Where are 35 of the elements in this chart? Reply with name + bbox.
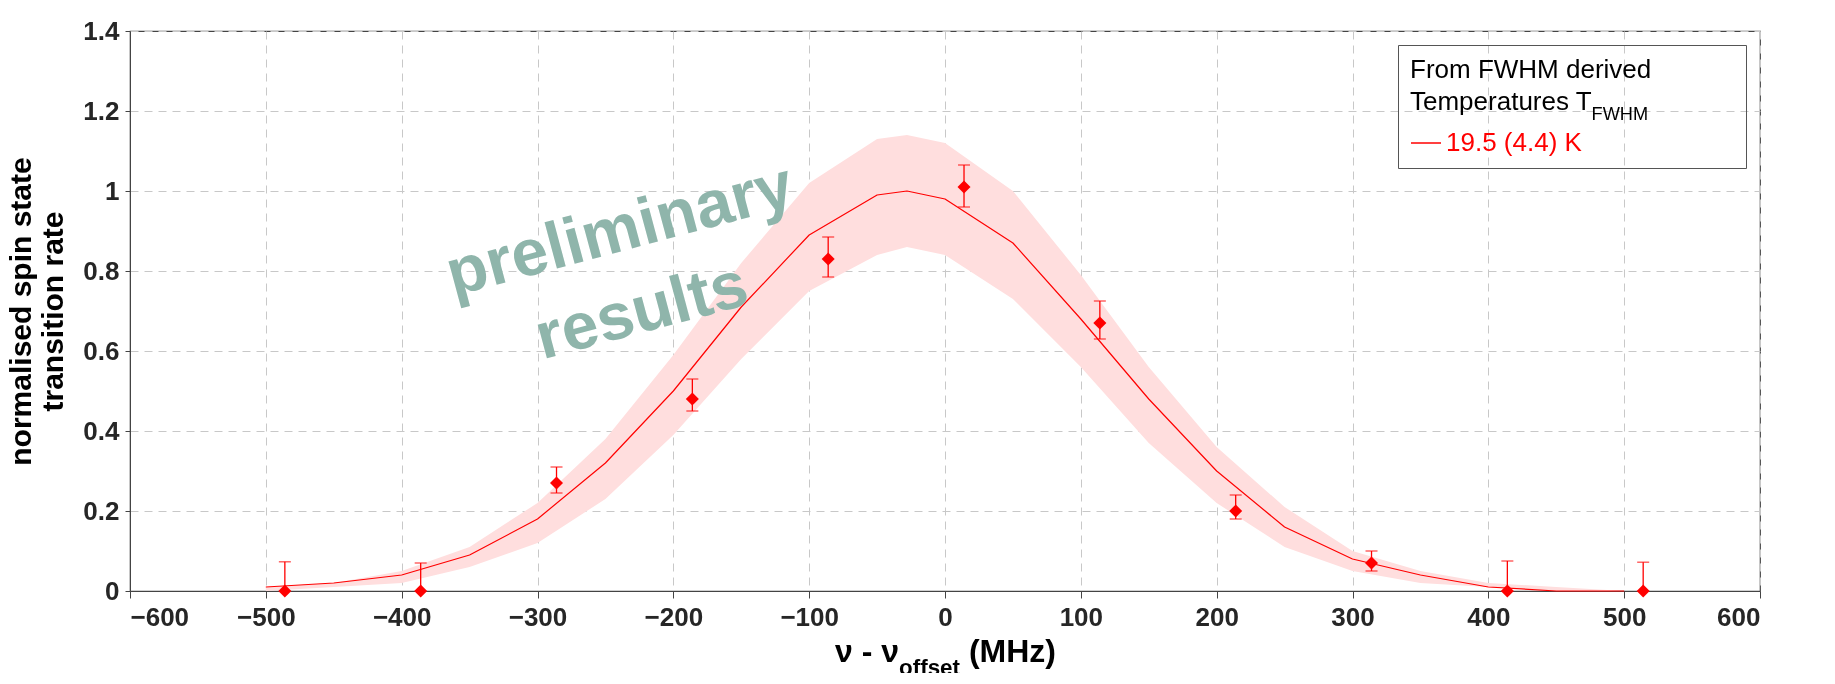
point — [1093, 316, 1107, 330]
x-tick-label: −500 — [237, 601, 296, 632]
y-tick-label: 0.2 — [83, 495, 120, 526]
x-tick-label: −300 — [508, 601, 568, 632]
x-tick-label: −600 — [130, 601, 190, 632]
x-tick-label: 400 — [1467, 601, 1511, 632]
point — [1365, 556, 1379, 570]
x-tick-label: 300 — [1331, 601, 1375, 632]
y-tick-label: 0.4 — [83, 415, 121, 446]
y-tick-label: 1.4 — [83, 15, 121, 46]
x-tick-label: 500 — [1602, 601, 1647, 632]
point — [1229, 504, 1243, 518]
x-tick-label: 600 — [1717, 601, 1761, 632]
x-tick-label: −400 — [372, 601, 432, 632]
point — [1636, 584, 1650, 598]
x-tick-label: −200 — [644, 601, 704, 632]
point — [414, 584, 428, 598]
legend-title: From FWHM derived Temperatures T$_{FWHM}$ — [1410, 54, 1652, 124]
point — [685, 392, 699, 406]
point — [550, 476, 564, 490]
y-tick-label: 0 — [105, 575, 120, 606]
y-tick-label: 0.8 — [83, 255, 120, 286]
y-tick-label: 1.2 — [83, 95, 120, 126]
x-tick-label: 200 — [1195, 601, 1239, 632]
y-tick-label: 1 — [105, 175, 120, 206]
point — [821, 252, 835, 266]
y-tick-label: 0.6 — [83, 335, 120, 366]
x-tick-label: 0 — [938, 601, 953, 632]
point — [278, 584, 292, 598]
point — [1500, 584, 1514, 598]
x-tick-label: −100 — [780, 601, 839, 632]
legend-label: 19.5 (4.4) K — [1446, 127, 1583, 157]
y-axis-title: normalised spin state transition rate — [4, 157, 70, 466]
point — [957, 180, 971, 194]
x-tick-label: 100 — [1059, 601, 1104, 632]
